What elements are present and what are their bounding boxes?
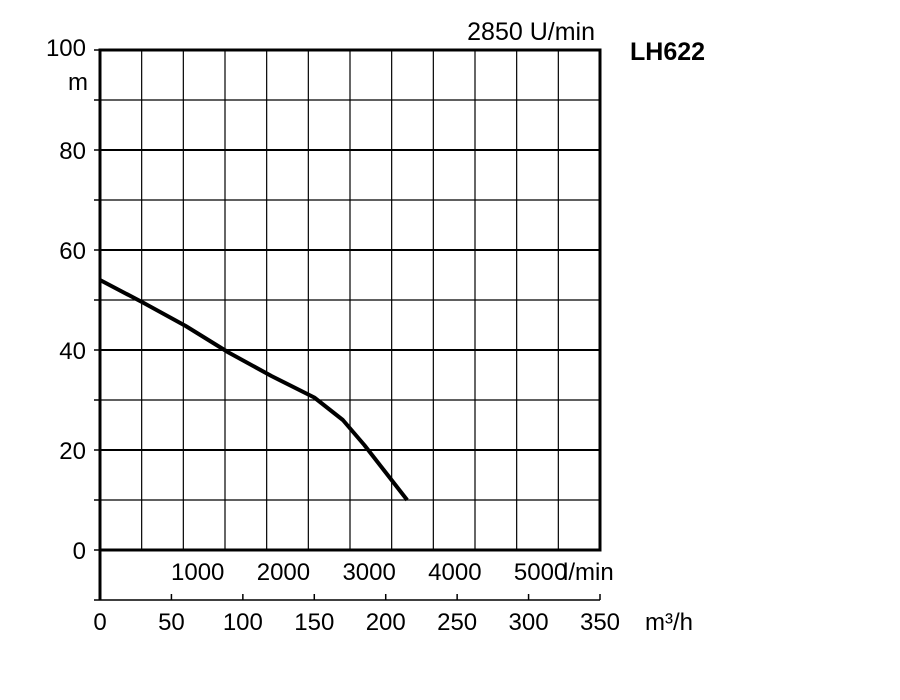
chart-frame: [94, 48, 602, 601]
x-tick-label: 300: [509, 609, 549, 636]
grid-lines: [94, 49, 600, 551]
x-tick-label: 350: [580, 609, 620, 636]
x-secondary-tick-label: 2000: [257, 559, 310, 586]
x-tick-label: 150: [294, 609, 334, 636]
chart-title: 2850 U/min: [467, 18, 595, 46]
x-tick-label: 200: [366, 609, 406, 636]
y-tick-label: 100: [46, 35, 86, 62]
x-tick-label: 50: [158, 609, 185, 636]
x-secondary-tick-label: 3000: [342, 559, 395, 586]
x-secondary-tick-label: 1000: [171, 559, 224, 586]
y-tick-label: 20: [59, 438, 86, 465]
y-axis-unit: m: [68, 69, 88, 96]
x-secondary-tick-label: 5000: [514, 559, 567, 586]
y-tick-label: 40: [59, 338, 86, 365]
x-secondary-tick-label: 4000: [428, 559, 481, 586]
y-tick-label: 0: [73, 538, 86, 565]
x-tick-label: 0: [93, 609, 106, 636]
model-label: LH622: [630, 38, 705, 66]
pump-curve-line: [99, 278, 409, 502]
x-tick-label: 250: [437, 609, 477, 636]
curve-layer: [99, 278, 409, 502]
x-axis-unit: m³/h: [645, 609, 693, 636]
y-tick-label: 60: [59, 238, 86, 265]
x-tick-label: 100: [223, 609, 263, 636]
x-axis-secondary-unit: l/min: [563, 559, 614, 586]
y-tick-label: 80: [59, 138, 86, 165]
